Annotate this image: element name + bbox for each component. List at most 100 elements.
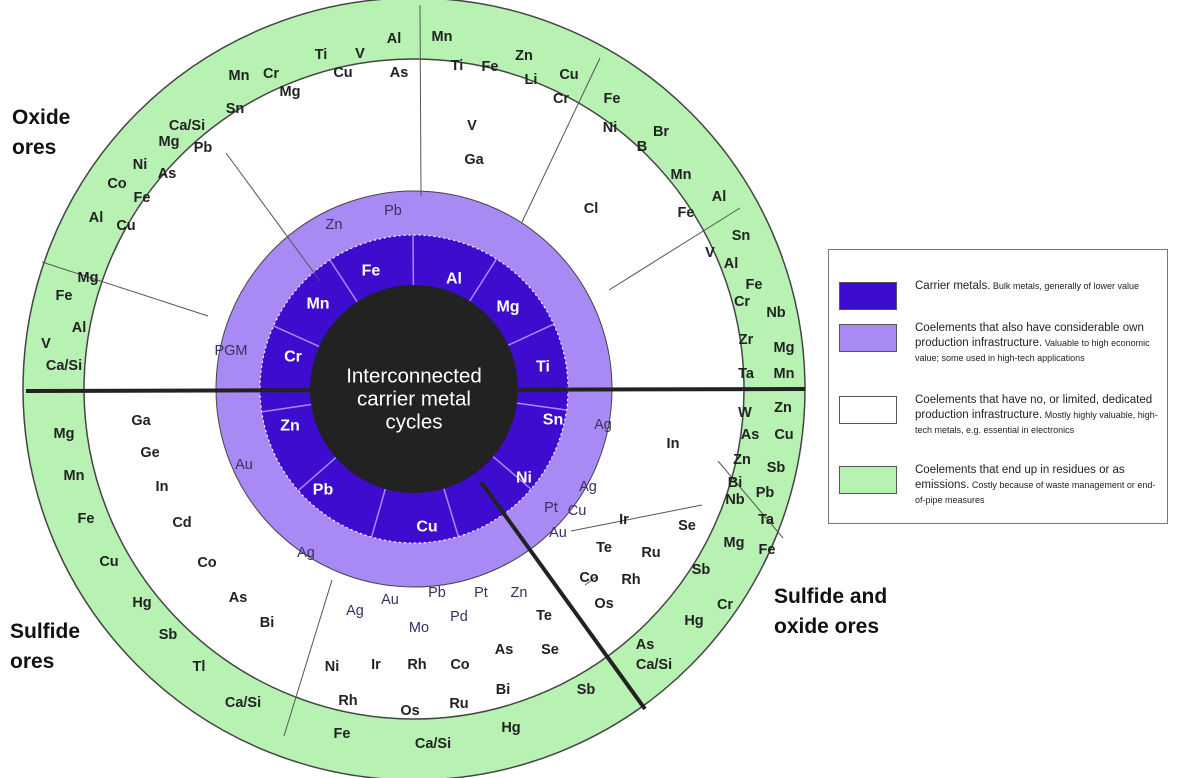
element-label-green: Cu: [333, 65, 352, 81]
carrier-divider: [492, 456, 532, 490]
element-label-purple: Pd: [450, 609, 468, 625]
element-label-green: Fe: [134, 190, 151, 206]
element-label-green: Hg: [132, 595, 151, 611]
element-label-white: Bi: [260, 615, 275, 631]
element-label-green: Ti: [451, 58, 464, 74]
element-label-white: In: [667, 436, 680, 452]
element-label-green: Al: [72, 320, 87, 336]
element-label-white: Te: [596, 540, 612, 556]
segment-spoke: [717, 460, 784, 539]
legend-sub-no-infrastructure: Mostly highly valuable, high-tech metals…: [915, 410, 1158, 435]
element-label-green: Mg: [78, 270, 99, 286]
element-label-purple: Mo: [409, 620, 429, 636]
element-label-green: Ni: [133, 157, 148, 173]
element-label-green: Sb: [159, 627, 178, 643]
element-label-green: Tl: [193, 659, 206, 675]
element-label-purple: PGM: [214, 343, 247, 359]
core-line-3: cycles: [386, 411, 443, 434]
element-label-white: Rh: [407, 657, 426, 673]
element-label-green: As: [636, 637, 655, 653]
segment-spoke: [570, 504, 703, 532]
element-label-green: Sb: [692, 562, 711, 578]
legend-text-infrastructure: Coelements that also have considerable o…: [915, 320, 1161, 365]
element-label-green: Al: [89, 210, 104, 226]
element-label-green: Ca/Si: [225, 695, 261, 711]
element-label-purple: Ag: [346, 603, 364, 619]
element-label-white: Ir: [619, 512, 629, 528]
core-line-1: Interconnected: [346, 365, 482, 388]
carrier-divider: [297, 457, 337, 492]
legend-main-no-infrastructure: Coelements that have no, or limited, ded…: [915, 394, 1153, 421]
element-label-white: Ga: [464, 152, 484, 168]
element-label-purple: Ag: [579, 479, 597, 495]
element-label-green: Hg: [501, 720, 520, 736]
segment-spoke: [584, 576, 597, 586]
element-label-purple: Zn: [511, 585, 528, 601]
element-label-green: Co: [107, 176, 126, 192]
element-label-white: Ru: [449, 696, 468, 712]
element-label-green: Mg: [280, 84, 301, 100]
element-label-purple: Pt: [544, 500, 558, 516]
legend-swatch-infrastructure: [839, 324, 897, 352]
element-label-white: Os: [400, 703, 419, 719]
carrier-label: Mn: [306, 296, 329, 313]
element-label-green: Ca/Si: [169, 118, 205, 134]
element-label-green: Fe: [482, 59, 499, 75]
carrier-divider: [469, 258, 498, 302]
element-label-purple: Ag: [297, 545, 315, 561]
element-label-white: As: [229, 590, 248, 606]
element-label-green: Ca/Si: [636, 657, 672, 673]
element-label-green: Ta: [738, 366, 755, 382]
legend-swatch-residues: [839, 466, 897, 494]
element-label-green: Cr: [553, 91, 569, 107]
element-label-white: Ge: [140, 445, 159, 461]
legend-sub-residues: Costly because of waste management or en…: [915, 480, 1156, 505]
element-label-green: Br: [653, 124, 669, 140]
element-label-purple: Au: [549, 525, 567, 541]
element-label-white: Cl: [584, 201, 599, 217]
element-label-green: Ca/Si: [46, 358, 82, 374]
element-label-white: Se: [541, 642, 559, 658]
carrier-label: Al: [446, 271, 462, 288]
element-label-purple: Pb: [384, 203, 402, 219]
element-label-purple: Cu: [568, 503, 587, 519]
element-label-green: Fe: [334, 726, 351, 742]
carrier-label: Zn: [280, 418, 300, 435]
carrier-divider: [516, 402, 567, 411]
carrier-label: Sn: [543, 412, 563, 429]
element-label-green: Mn: [64, 468, 85, 484]
main-divider-line: [25, 387, 806, 393]
element-label-green: Cu: [99, 554, 118, 570]
element-label-green: V: [355, 46, 365, 62]
carrier-label: Fe: [362, 263, 381, 280]
legend-text-carrier: Carrier metals. Bulk metals, generally o…: [915, 278, 1161, 293]
element-label-green: Ta: [758, 512, 775, 528]
element-label-green: Mg: [54, 426, 75, 442]
legend-main-residues: Coelements that end up in residues or as…: [915, 464, 1125, 491]
element-label-green: Fe: [678, 205, 695, 221]
carrier-label: Cu: [416, 519, 437, 536]
carrier-divider: [370, 488, 387, 538]
element-label-white: Rh: [621, 572, 640, 588]
element-label-green: Ti: [315, 47, 328, 63]
element-label-green: Cu: [116, 218, 135, 234]
element-label-green: Mn: [229, 68, 250, 84]
legend-sub-carrier: Bulk metals, generally of lower value: [990, 281, 1139, 291]
element-label-white: Co: [197, 555, 216, 571]
element-label-green: Mg: [724, 535, 745, 551]
region-label-sulfide-and-oxide-ores: Sulfide and oxide ores: [774, 585, 888, 638]
legend-sub-infrastructure: Valuable to high economic value; some us…: [915, 338, 1150, 363]
carrier-divider: [329, 259, 358, 303]
element-label-green: Al: [387, 31, 402, 47]
region-label-sulfide-ores: Sulfide ores: [10, 620, 81, 673]
outer-segment-spokes: [41, 4, 784, 737]
element-label-purple: Au: [235, 457, 253, 473]
element-label-purple: Ag: [594, 417, 612, 433]
element-label-green: Pb: [194, 140, 213, 156]
carrier-label: Pb: [313, 482, 334, 499]
element-label-white: Se: [678, 518, 696, 534]
element-label-green: As: [158, 166, 177, 182]
legend-text-no-infrastructure: Coelements that have no, or limited, ded…: [915, 392, 1161, 437]
element-label-green: Mn: [432, 29, 453, 45]
